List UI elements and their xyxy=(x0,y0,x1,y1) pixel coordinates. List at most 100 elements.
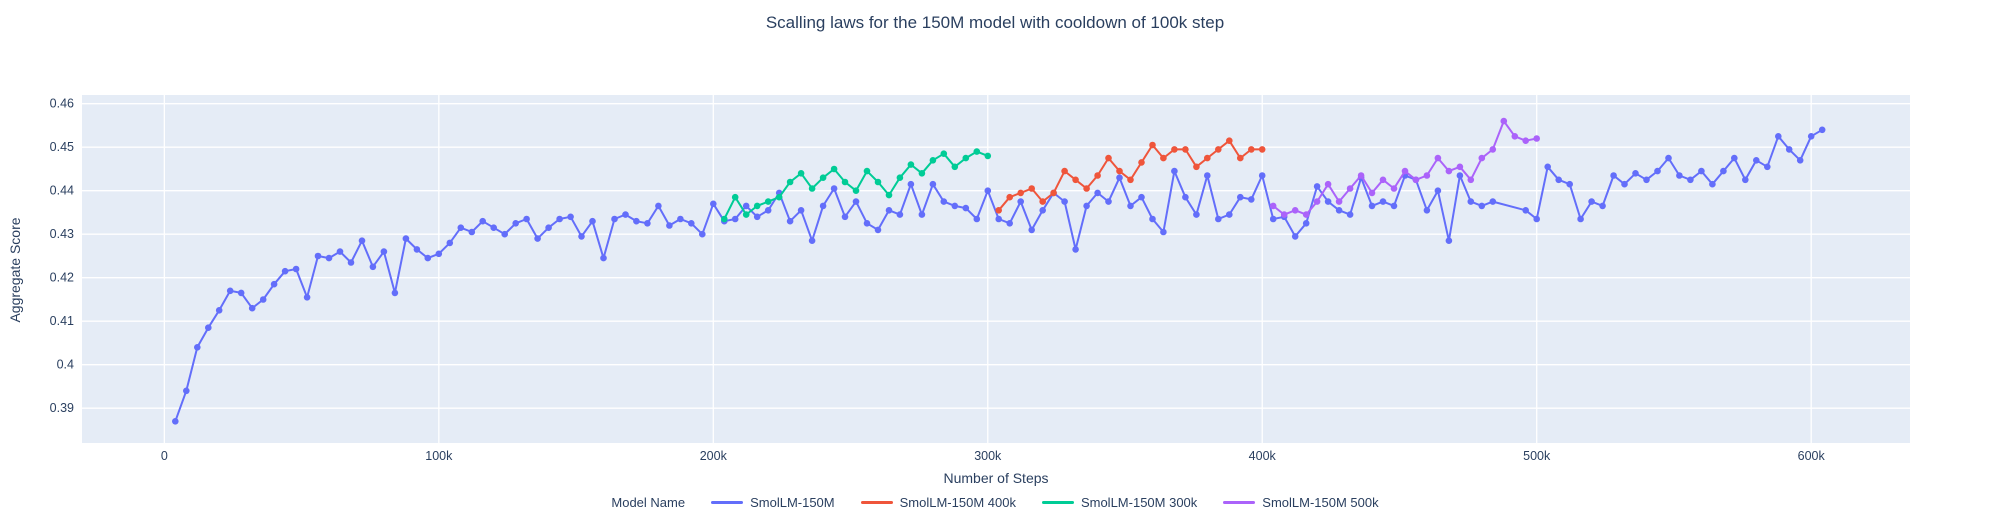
data-point xyxy=(413,246,421,253)
data-point xyxy=(479,217,487,225)
data-point xyxy=(1138,193,1145,201)
data-point xyxy=(1215,146,1222,153)
data-point xyxy=(819,174,827,181)
data-point xyxy=(248,304,256,312)
data-point xyxy=(1127,202,1134,210)
y-tick-label: 0.45 xyxy=(50,140,74,154)
legend-item-smollm-150m-500k[interactable]: SmolLM-150M 500k xyxy=(1223,495,1379,510)
data-point xyxy=(259,296,267,303)
data-point xyxy=(1313,198,1321,205)
legend-item-smollm-150m-400k[interactable]: SmolLM-150M 400k xyxy=(860,495,1016,510)
data-point xyxy=(644,220,651,227)
data-point xyxy=(918,211,926,218)
data-point xyxy=(1280,211,1288,218)
data-point xyxy=(1335,207,1343,214)
data-point xyxy=(1105,154,1112,162)
data-point xyxy=(1357,172,1365,179)
data-point xyxy=(205,324,212,332)
data-point xyxy=(863,220,871,227)
data-point xyxy=(1291,233,1299,240)
data-point xyxy=(830,165,838,173)
data-point xyxy=(556,215,563,223)
plot-area[interactable] xyxy=(82,95,1910,443)
data-point xyxy=(1160,228,1167,236)
data-point xyxy=(358,237,366,244)
data-point xyxy=(1269,202,1277,210)
data-point xyxy=(1709,180,1716,188)
data-point xyxy=(1083,202,1090,210)
legend-item-smollm-150m-300k[interactable]: SmolLM-150M 300k xyxy=(1041,495,1197,510)
data-point xyxy=(1434,187,1442,194)
data-point xyxy=(721,215,728,223)
x-tick-label: 600k xyxy=(1798,449,1826,463)
data-point xyxy=(951,202,959,210)
data-point xyxy=(896,174,904,181)
data-point xyxy=(347,259,355,266)
data-point xyxy=(1390,202,1398,210)
data-point xyxy=(172,418,179,425)
data-point xyxy=(1171,146,1178,153)
data-point xyxy=(1138,159,1145,166)
series-smollm-150m-500k[interactable] xyxy=(1269,117,1540,218)
data-point xyxy=(786,217,794,225)
data-point xyxy=(1215,215,1222,223)
legend-item-smollm-150m[interactable]: SmolLM-150M xyxy=(711,495,835,510)
data-point xyxy=(731,193,739,201)
legend-title: Model Name xyxy=(611,495,686,510)
series-smollm-150m[interactable] xyxy=(172,126,1826,425)
data-point xyxy=(1818,126,1826,134)
data-point xyxy=(1072,176,1079,184)
data-point xyxy=(1456,172,1464,179)
data-point xyxy=(1302,211,1310,218)
data-point xyxy=(874,178,882,186)
data-point xyxy=(1423,207,1431,214)
data-point xyxy=(534,235,541,242)
y-tick-label: 0.4 xyxy=(57,358,74,372)
data-point xyxy=(1467,176,1475,184)
data-point xyxy=(984,187,992,194)
data-point xyxy=(918,170,926,177)
data-point xyxy=(699,230,706,238)
data-point xyxy=(1588,198,1595,205)
series-smollm-150m-400k[interactable] xyxy=(995,137,1266,214)
x-tick-label: 100k xyxy=(425,449,453,463)
data-point xyxy=(1072,246,1079,253)
data-point xyxy=(1193,163,1200,171)
y-tick-label: 0.44 xyxy=(50,184,74,198)
data-point xyxy=(1094,172,1101,179)
data-point xyxy=(1258,146,1266,153)
data-point xyxy=(1654,167,1661,175)
data-point xyxy=(1116,167,1123,175)
data-point xyxy=(973,215,981,223)
data-point xyxy=(468,228,476,236)
data-point xyxy=(567,213,574,221)
data-point xyxy=(710,200,717,208)
data-point xyxy=(1379,198,1387,205)
data-point xyxy=(490,224,498,231)
data-point xyxy=(951,163,959,171)
data-point xyxy=(600,254,607,262)
data-point xyxy=(589,217,596,225)
data-point xyxy=(940,198,948,205)
data-point xyxy=(666,222,673,229)
x-tick-label: 0 xyxy=(161,449,168,463)
data-point xyxy=(1807,133,1815,140)
data-point xyxy=(1599,202,1606,210)
data-point xyxy=(1149,141,1156,149)
data-point xyxy=(1533,135,1540,142)
data-point xyxy=(830,185,838,192)
data-point xyxy=(841,213,849,221)
data-point xyxy=(270,280,278,288)
data-point xyxy=(1017,198,1024,205)
data-point xyxy=(1061,198,1068,205)
data-point xyxy=(1731,154,1738,162)
data-point xyxy=(764,198,772,205)
data-point xyxy=(775,193,783,201)
series-smollm-150m-300k[interactable] xyxy=(721,148,992,223)
y-tick-label: 0.41 xyxy=(50,314,74,328)
data-point xyxy=(1193,211,1200,218)
legend-swatch xyxy=(1223,501,1256,504)
legend-item-label: SmolLM-150M 500k xyxy=(1262,495,1379,510)
data-point xyxy=(1017,189,1024,197)
data-point xyxy=(1478,154,1486,162)
